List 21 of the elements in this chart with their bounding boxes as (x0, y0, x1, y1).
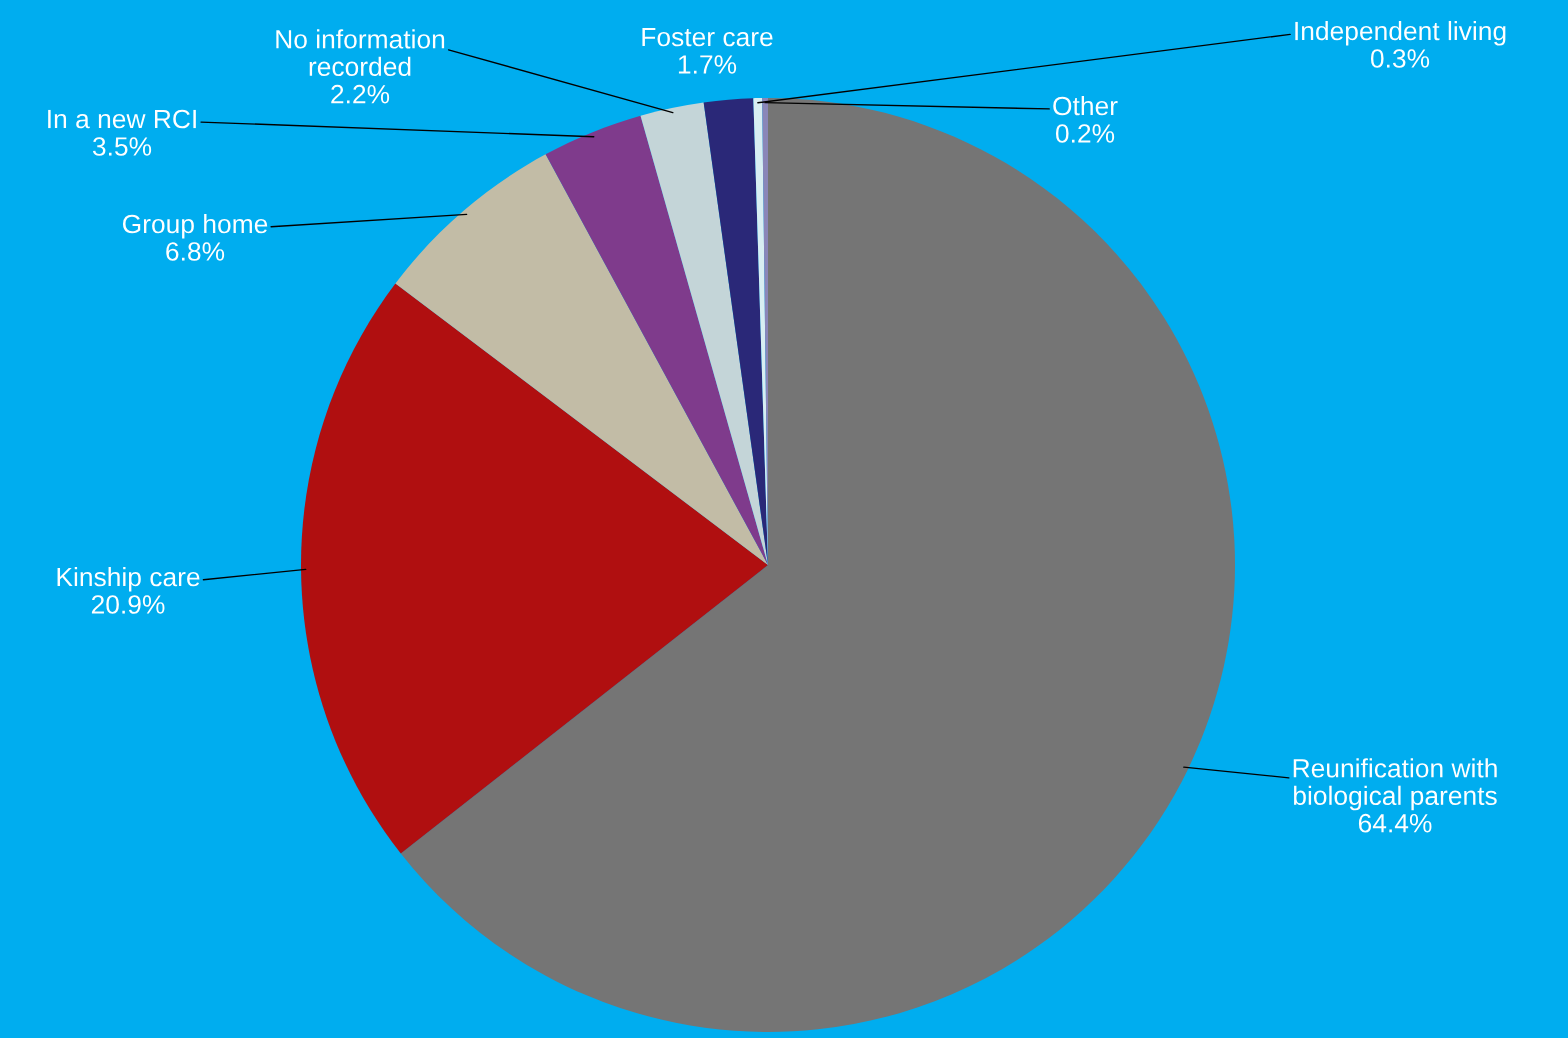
pie-slice (545, 115, 768, 565)
pie-slice (640, 102, 768, 565)
slice-label: Independent living (1295, 20, 1506, 46)
slice-label: Foster care (642, 27, 773, 47)
data-label: 1.7% (678, 55, 737, 74)
data-label: 20.9% (91, 595, 165, 614)
data-label: 3.5% (92, 137, 152, 156)
slice-label: No information recorded (276, 29, 445, 77)
data-label: 64.4% (1358, 813, 1432, 833)
pie-slice (400, 98, 1235, 1032)
pie-slice (301, 283, 768, 854)
data-label: 2.2% (331, 84, 390, 104)
slice-label: Kinship care (57, 566, 200, 592)
slice-label: In a new RCI (48, 109, 196, 129)
slice-label: Other (1053, 95, 1118, 116)
data-label: 6.8% (166, 242, 225, 261)
data-label: 0.2% (1055, 124, 1115, 143)
slice-label: Group home (122, 213, 268, 239)
pie-slice (395, 154, 768, 565)
data-label: 0.3% (1370, 49, 1430, 68)
slice-label: Reunification with biological parents (1293, 758, 1497, 811)
